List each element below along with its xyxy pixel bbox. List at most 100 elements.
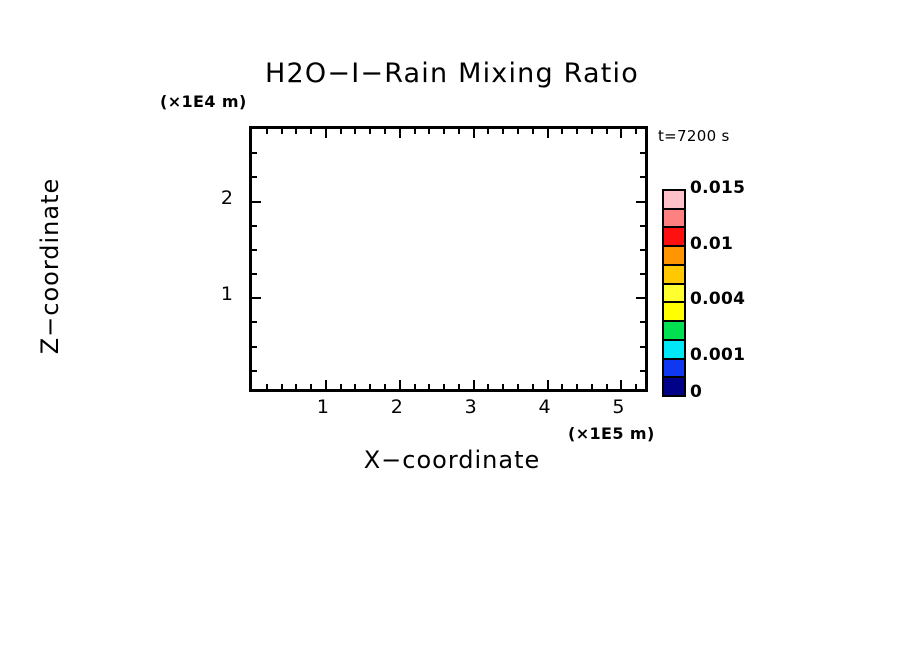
x-minor-tick — [384, 384, 386, 389]
x-minor-tick — [369, 129, 372, 134]
x-minor-tick — [487, 129, 490, 134]
colorbar-band — [664, 228, 684, 248]
y-major-tick — [252, 200, 261, 203]
colorbar-band — [664, 340, 684, 360]
x-minor-tick — [605, 384, 608, 389]
x-minor-tick — [590, 384, 593, 389]
x-minor-tick — [590, 129, 593, 134]
colorbar-tick-label: 0.001 — [690, 344, 746, 365]
x-minor-tick — [384, 129, 386, 134]
y-minor-tick — [252, 321, 257, 324]
y-minor-tick — [640, 224, 645, 227]
x-minor-tick — [280, 384, 283, 389]
y-minor-tick — [252, 152, 257, 155]
y-tick-label: 2 — [220, 186, 233, 209]
time-annotation: t=7200 s — [658, 127, 730, 145]
y-minor-tick — [252, 176, 257, 179]
y-minor-tick — [640, 369, 645, 372]
page-title: H2O−I−Rain Mixing Ratio — [265, 58, 639, 89]
x-minor-tick — [280, 129, 283, 134]
x-major-tick — [620, 380, 623, 389]
y-minor-tick — [252, 224, 257, 227]
colorbar-tick-label: 0 — [690, 382, 703, 402]
plot-frame — [249, 126, 648, 392]
x-minor-tick — [443, 384, 446, 389]
x-minor-tick — [605, 129, 608, 134]
x-minor-tick — [265, 129, 268, 134]
x-minor-tick — [413, 384, 416, 389]
x-major-tick — [472, 380, 475, 389]
x-minor-tick — [265, 384, 268, 389]
x-tick-label: 2 — [390, 396, 403, 418]
x-minor-tick — [339, 384, 342, 389]
colorbar — [662, 189, 686, 397]
y-minor-tick — [640, 321, 645, 324]
colorbar-band — [664, 378, 684, 396]
colorbar-band — [664, 247, 684, 266]
y-minor-tick — [640, 248, 645, 251]
x-minor-tick — [428, 384, 431, 389]
x-axis-unit-label: (×1E5 m) — [568, 424, 655, 443]
y-minor-tick — [640, 345, 645, 348]
x-minor-tick — [561, 384, 564, 389]
y-minor-tick — [252, 248, 257, 251]
y-axis-title: Z−coordinate — [36, 177, 64, 355]
x-major-tick — [620, 129, 623, 138]
x-major-tick — [546, 380, 549, 389]
x-minor-tick — [295, 129, 298, 134]
colorbar-band — [664, 265, 684, 285]
y-major-tick — [252, 297, 261, 300]
x-axis-title: X−coordinate — [363, 446, 541, 474]
x-minor-tick — [443, 129, 446, 134]
x-minor-tick — [428, 129, 431, 134]
y-minor-tick — [252, 369, 257, 372]
x-minor-tick — [576, 129, 579, 134]
x-tick-label: 5 — [612, 396, 625, 418]
x-minor-tick — [517, 129, 519, 134]
colorbar-band — [664, 284, 684, 304]
y-minor-tick — [252, 345, 257, 348]
x-minor-tick — [531, 384, 534, 389]
x-minor-tick — [576, 384, 579, 389]
x-major-tick — [472, 129, 475, 138]
x-major-tick — [398, 380, 401, 389]
y-minor-tick — [252, 273, 257, 276]
x-tick-label: 1 — [316, 396, 329, 418]
x-major-tick — [398, 129, 401, 138]
plot-data-area — [252, 129, 645, 389]
x-minor-tick — [310, 384, 313, 389]
colorbar-band — [664, 322, 684, 341]
x-minor-tick — [339, 129, 342, 134]
x-minor-tick — [502, 129, 505, 134]
x-major-tick — [324, 380, 327, 389]
colorbar-tick-label: 0.01 — [690, 233, 734, 254]
x-minor-tick — [354, 384, 357, 389]
x-minor-tick — [487, 384, 490, 389]
x-minor-tick — [561, 129, 564, 134]
y-minor-tick — [640, 176, 645, 179]
colorbar-band — [664, 209, 684, 229]
x-major-tick — [324, 129, 327, 138]
y-tick-label: 1 — [220, 283, 233, 306]
x-minor-tick — [635, 384, 638, 389]
y-minor-tick — [640, 152, 645, 155]
x-minor-tick — [635, 129, 638, 134]
x-minor-tick — [457, 129, 460, 134]
colorbar-band — [664, 303, 684, 323]
y-major-tick — [636, 200, 645, 203]
x-minor-tick — [517, 384, 519, 389]
y-axis-unit-label: (×1E4 m) — [160, 92, 247, 111]
x-minor-tick — [413, 129, 416, 134]
x-minor-tick — [457, 384, 460, 389]
y-minor-tick — [640, 273, 645, 276]
colorbar-tick-label: 0.004 — [690, 289, 746, 310]
x-minor-tick — [369, 384, 372, 389]
x-minor-tick — [310, 129, 313, 134]
x-tick-label: 4 — [538, 396, 551, 418]
colorbar-tick-label: 0.015 — [690, 178, 746, 198]
x-minor-tick — [531, 129, 534, 134]
x-minor-tick — [295, 384, 298, 389]
x-tick-label: 3 — [464, 396, 477, 418]
y-major-tick — [636, 297, 645, 300]
